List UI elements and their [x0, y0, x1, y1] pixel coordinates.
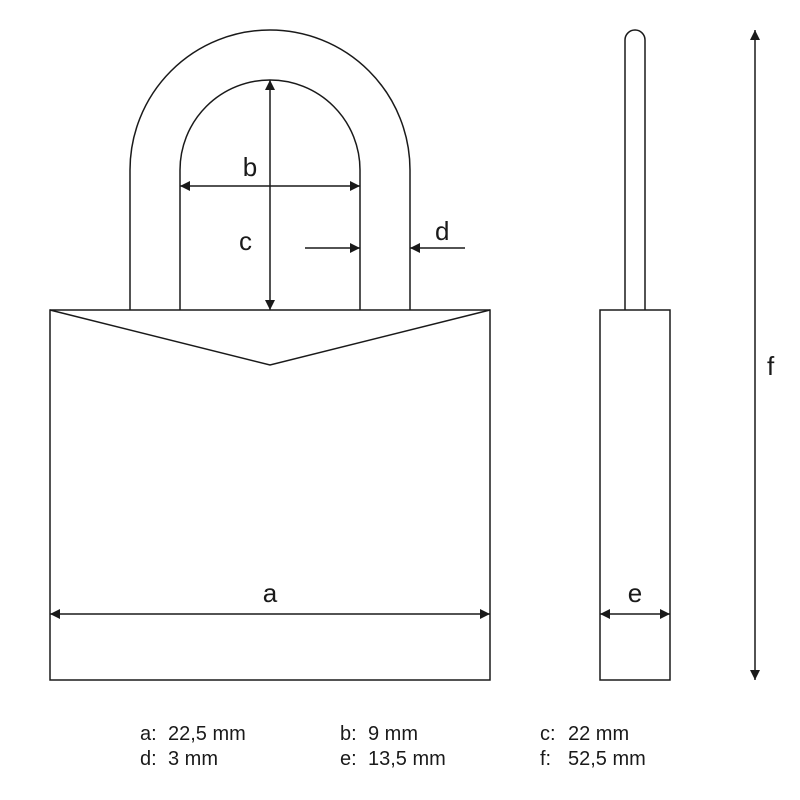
- shackle-side: [625, 30, 645, 310]
- legend-val-a: 22,5 mm: [168, 723, 246, 745]
- dim-d-label: d: [435, 216, 449, 246]
- dim-e-label: e: [628, 578, 642, 608]
- legend-key-b: b:: [340, 723, 357, 745]
- padlock-dimension-diagram: a b c d e f a: 22,5 mm b: 9 mm c: 22 mm d: 3 mm e:…: [0, 0, 800, 800]
- legend-key-e: e:: [340, 748, 357, 770]
- dim-f-label: f: [767, 351, 775, 381]
- legend-val-c: 22 mm: [568, 723, 629, 745]
- legend-val-d: 3 mm: [168, 748, 218, 770]
- legend-key-d: d:: [140, 748, 157, 770]
- legend-key-f: f:: [540, 748, 551, 770]
- legend-val-b: 9 mm: [368, 723, 418, 745]
- dim-c-label: c: [239, 226, 252, 256]
- dim-a-label: a: [263, 578, 278, 608]
- dim-b-label: b: [243, 152, 257, 182]
- legend-val-e: 13,5 mm: [368, 748, 446, 770]
- legend-val-f: 52,5 mm: [568, 748, 646, 770]
- body-top-chamfer: [50, 310, 490, 365]
- legend-key-a: a:: [140, 723, 157, 745]
- padlock-body-side: [600, 310, 670, 680]
- legend-key-c: c:: [540, 723, 556, 745]
